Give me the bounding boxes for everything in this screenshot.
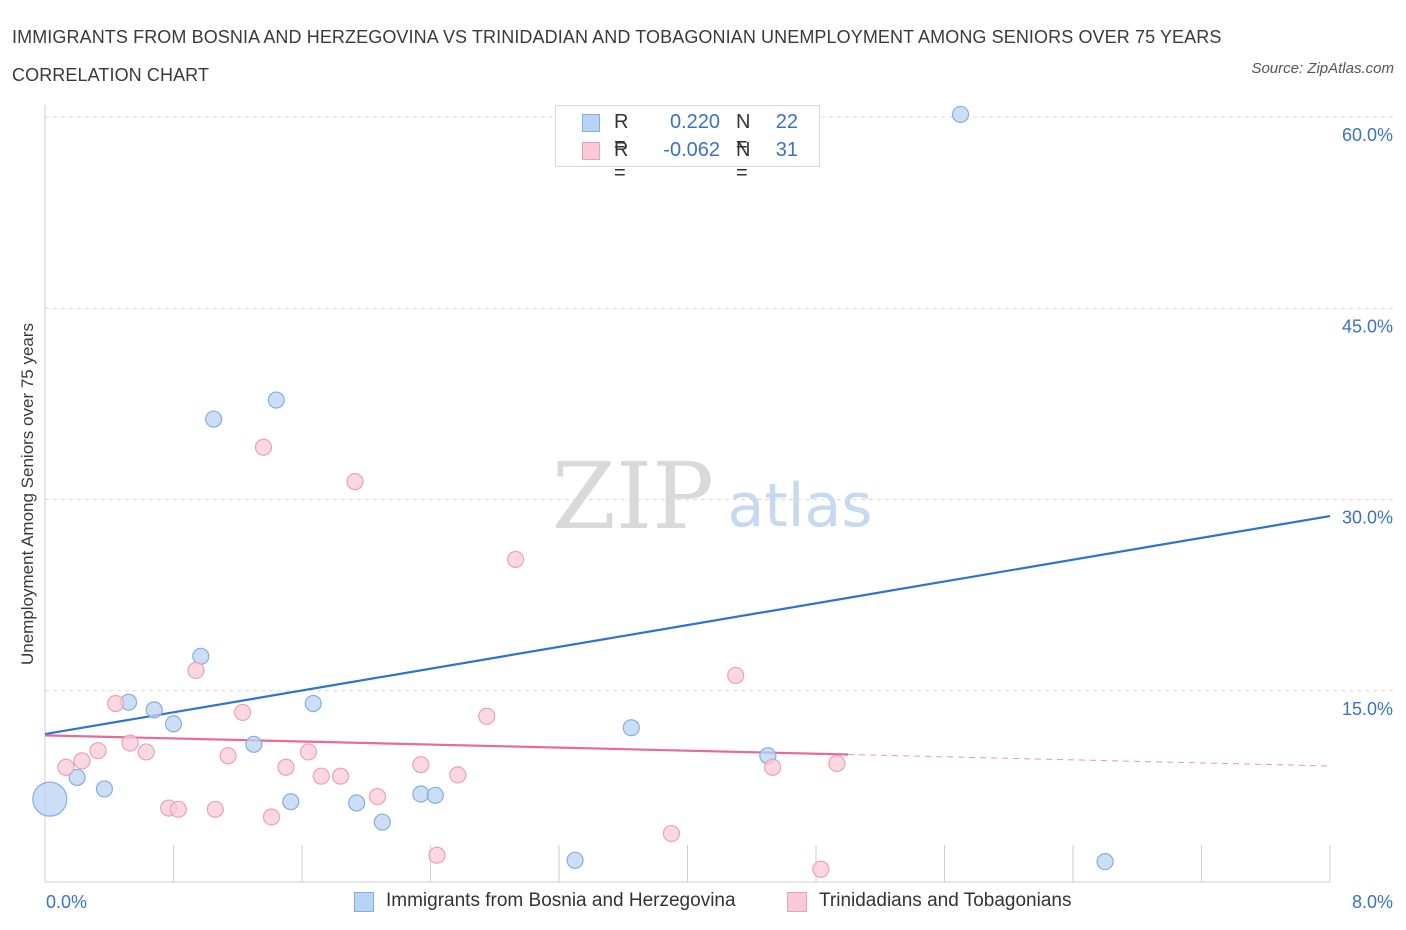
- point-bosnia: [373, 813, 391, 831]
- point-bosnia: [412, 785, 430, 803]
- point-trinidad: [764, 758, 782, 776]
- r-value: 0.220: [669, 111, 720, 133]
- watermark-zip: ZIP: [552, 443, 714, 550]
- series-legend: Immigrants from Bosnia and Herzegovina T…: [0, 888, 1406, 918]
- n-value: 22: [775, 111, 798, 133]
- gridlines: [45, 116, 1394, 692]
- point-trinidad: [73, 752, 91, 770]
- point-trinidad: [277, 758, 295, 776]
- correlation-legend: R = 0.220 N = 22 R = -0.062 N = 31: [555, 105, 820, 184]
- point-bosnia: [245, 735, 263, 753]
- point-trinidad: [478, 707, 496, 725]
- tick-labels: 15.0% 30.0% 45.0% 60.0% 0.0% 8.0%: [46, 125, 1393, 912]
- source-label: Source: ZipAtlas.com: [1251, 60, 1394, 77]
- point-bosnia: [164, 715, 183, 733]
- point-trinidad: [187, 661, 205, 679]
- point-bosnia: [566, 851, 584, 869]
- legend-label: Immigrants from Bosnia and Herzegovina: [386, 890, 736, 911]
- point-bosnia: [426, 786, 444, 804]
- point-trinidad: [219, 747, 237, 765]
- trend-lines: [44, 514, 1331, 767]
- trend-line-trinidad-extension: [848, 754, 1331, 767]
- y-tick-label: 30.0%: [1342, 508, 1393, 528]
- point-bosnia: [95, 780, 114, 798]
- axes: [44, 105, 1331, 883]
- point-bosnia: [32, 781, 68, 817]
- point-bosnia: [622, 719, 640, 737]
- r-label: R =: [614, 111, 629, 156]
- watermark: ZIP atlas: [552, 443, 873, 550]
- point-trinidad: [89, 742, 107, 760]
- r-label: R =: [614, 139, 629, 184]
- legend-swatch-pink: [787, 892, 807, 912]
- n-value: 31: [775, 139, 798, 161]
- n-label: N =: [736, 139, 751, 184]
- point-trinidad: [828, 754, 846, 773]
- point-trinidad: [262, 808, 281, 826]
- point-bosnia: [145, 701, 163, 719]
- r-value: -0.062: [663, 139, 720, 161]
- point-trinidad: [346, 473, 364, 491]
- point-trinidad: [428, 846, 446, 864]
- point-bosnia: [68, 768, 86, 787]
- point-trinidad: [206, 800, 224, 818]
- point-bosnia: [205, 410, 223, 428]
- point-bosnia: [1096, 852, 1114, 871]
- y-tick-label: 45.0%: [1342, 316, 1393, 336]
- point-trinidad: [507, 550, 525, 569]
- legend-swatch-blue: [354, 892, 374, 912]
- point-bosnia: [282, 793, 300, 811]
- point-trinidad: [368, 787, 387, 806]
- point-trinidad: [121, 734, 139, 752]
- point-trinidad: [57, 758, 75, 776]
- point-bosnia: [951, 105, 970, 124]
- trend-line-bosnia: [44, 514, 1331, 736]
- point-bosnia: [304, 694, 322, 713]
- point-trinidad: [412, 756, 430, 774]
- point-bosnia: [267, 391, 285, 409]
- point-trinidad: [449, 766, 467, 784]
- x-tick-label: 0.0%: [46, 892, 87, 912]
- trend-line-trinidad: [44, 734, 849, 756]
- data-points: [32, 105, 1114, 878]
- y-tick-label: 60.0%: [1342, 125, 1393, 145]
- point-trinidad: [299, 743, 318, 761]
- point-trinidad: [107, 694, 125, 713]
- n-label: N =: [736, 111, 751, 156]
- legend-swatch-blue: [582, 114, 600, 132]
- point-trinidad: [254, 438, 273, 456]
- point-trinidad: [169, 800, 187, 818]
- point-trinidad: [662, 824, 681, 843]
- chart-title: IMMIGRANTS FROM BOSNIA AND HERZEGOVINA V…: [12, 27, 1222, 85]
- legend-swatch-pink: [582, 142, 600, 160]
- point-trinidad: [137, 743, 155, 761]
- y-tick-label: 15.0%: [1342, 699, 1393, 719]
- point-trinidad: [312, 767, 330, 785]
- watermark-atlas: atlas: [728, 471, 873, 541]
- x-tick-label: 8.0%: [1352, 892, 1393, 912]
- point-bosnia: [348, 794, 366, 812]
- point-trinidad: [331, 767, 350, 785]
- point-trinidad: [812, 860, 830, 878]
- legend-label: Trinidadians and Tobagonians: [819, 890, 1072, 911]
- point-trinidad: [233, 703, 252, 722]
- point-trinidad: [727, 666, 745, 685]
